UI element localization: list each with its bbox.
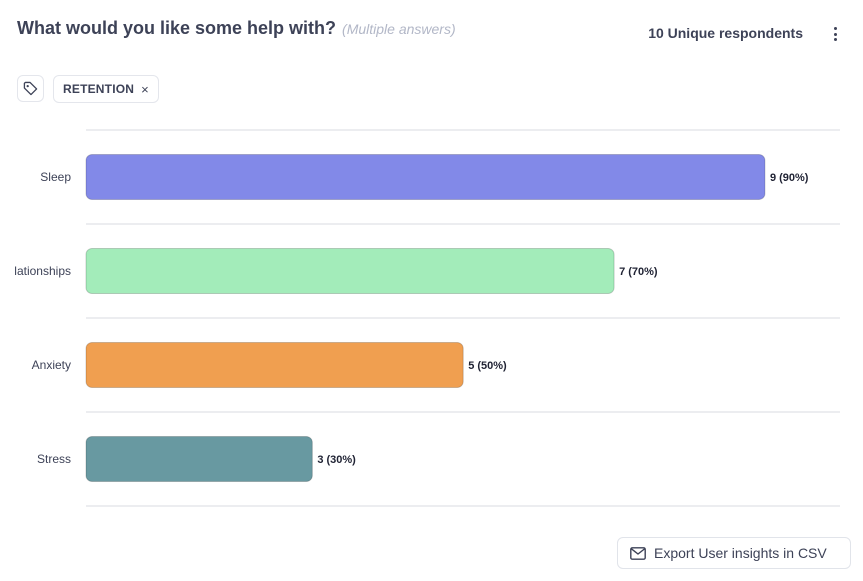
title-row: What would you like some help with? (Mul… xyxy=(17,18,456,39)
respondents-count: 10 Unique respondents xyxy=(648,25,803,41)
data-label: 3 (30%) xyxy=(317,454,356,466)
bar-anxiety xyxy=(85,342,464,388)
export-csv-label: Export User insights in CSV xyxy=(654,545,827,561)
category-label: Anxiety xyxy=(32,358,71,372)
chart-title: What would you like some help with? xyxy=(17,18,337,38)
data-label: 7 (70%) xyxy=(619,266,658,278)
vertical-ellipsis-icon[interactable] xyxy=(826,24,844,42)
category-label: Sleep xyxy=(40,170,71,184)
category-label: Stress xyxy=(37,452,71,466)
tag-icon xyxy=(23,81,38,96)
bar-sleep xyxy=(85,154,766,200)
data-label: 5 (50%) xyxy=(468,360,507,372)
bar-stress xyxy=(85,436,313,482)
tag-filter-button[interactable] xyxy=(17,75,44,102)
close-icon[interactable]: × xyxy=(141,81,149,97)
chart-subtitle: (Multiple answers) xyxy=(342,21,456,37)
mail-icon xyxy=(630,546,646,560)
bar-chart: 9 (90%) Sleep 7 (70%) Relationships 5 (50%) A… xyxy=(0,129,840,507)
bar-relationships xyxy=(85,248,615,294)
filter-chip: RETENTION × xyxy=(53,75,159,103)
filter-chip-label: RETENTION xyxy=(63,82,135,96)
data-label: 9 (90%) xyxy=(770,172,809,184)
category-label: Relationships xyxy=(0,264,71,278)
export-csv-button[interactable]: Export User insights in CSV xyxy=(617,537,851,569)
